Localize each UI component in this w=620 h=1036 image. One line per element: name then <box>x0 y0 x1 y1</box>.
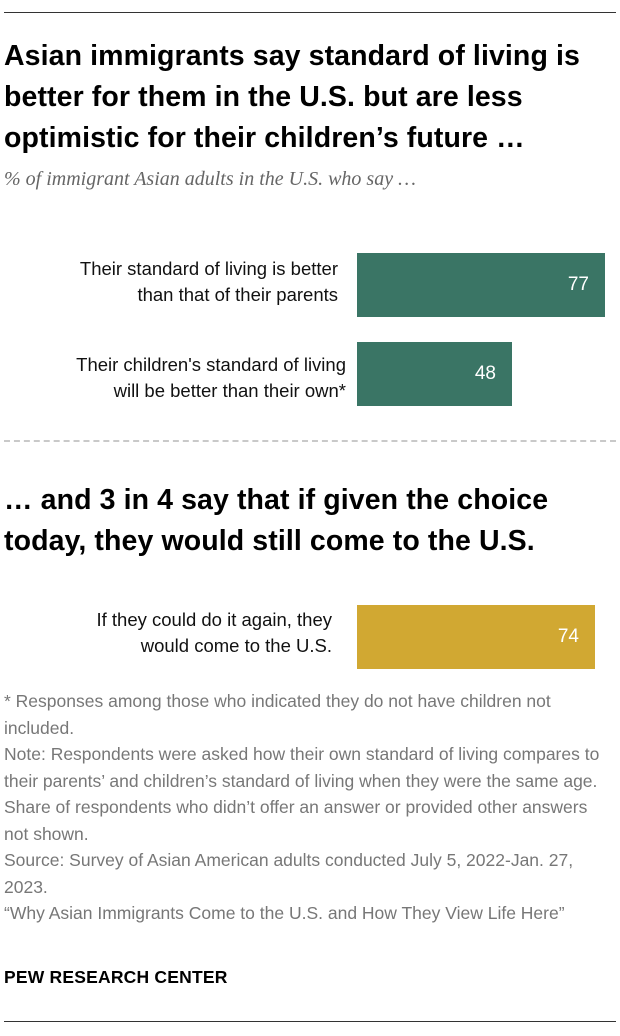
section-divider <box>4 440 616 442</box>
methodology-note: Note: Respondents were asked how their o… <box>4 744 600 844</box>
pew-logo-text: PEW RESEARCH CENTER <box>4 967 228 987</box>
notes-block: * Responses among those who indicated th… <box>4 688 616 927</box>
bar-children-standard: 48 <box>357 342 512 406</box>
bar-label-line: Their children's standard of living <box>76 354 346 375</box>
source-note: Source: Survey of Asian American adults … <box>4 850 574 897</box>
bar-value-come-again: 74 <box>557 626 579 647</box>
chart-subtitle: % of immigrant Asian adults in the U.S. … <box>4 168 416 190</box>
bar-label-own-standard: Their standard of living is better than … <box>80 256 338 308</box>
bar-come-again: 74 <box>357 605 595 669</box>
bar-label-line: Their standard of living is better <box>79 258 338 279</box>
bar-value-children-standard: 48 <box>474 363 496 384</box>
top-rule <box>4 12 616 13</box>
bar-label-children-standard: Their children's standard of living will… <box>76 352 346 404</box>
bar-label-come-again: If they could do it again, they would co… <box>96 607 332 659</box>
bar-label-line: than that of their parents <box>137 284 338 305</box>
bar-value-own-standard: 77 <box>567 274 589 295</box>
bar-label-line: If they could do it again, they <box>96 609 332 630</box>
bar-label-line: would come to the U.S. <box>140 635 332 656</box>
bottom-rule <box>4 1021 616 1022</box>
bar-label-line: will be better than their own* <box>113 380 346 401</box>
second-title: … and 3 in 4 say that if given the choic… <box>4 484 549 557</box>
bar-own-standard: 77 <box>357 253 605 317</box>
chart-title: Asian immigrants say standard of living … <box>4 40 580 154</box>
asterisk-note: * Responses among those who indicated th… <box>4 691 551 738</box>
report-title-note: “Why Asian Immigrants Come to the U.S. a… <box>4 903 565 923</box>
